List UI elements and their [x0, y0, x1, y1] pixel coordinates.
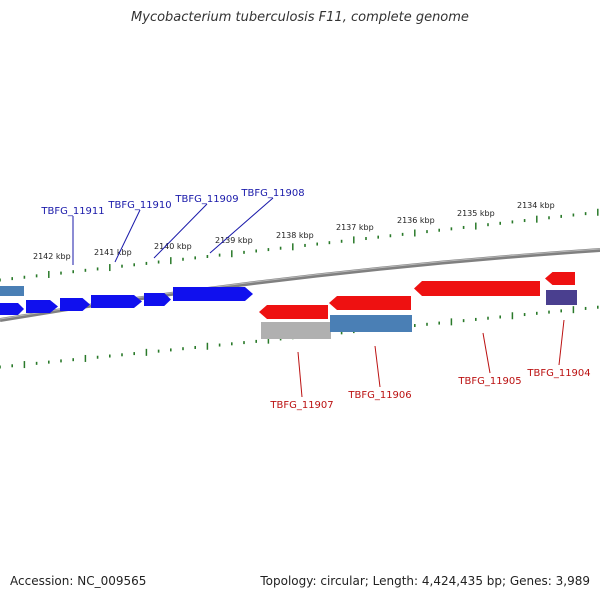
gene-label: TBFG_11904 — [526, 368, 590, 379]
gene-label: TBFG_11911 — [40, 206, 104, 217]
reverse-gene-arrow — [545, 272, 575, 285]
pseudogene-segment — [330, 315, 412, 332]
gene-label: TBFG_11907 — [269, 400, 333, 411]
forward-gene-arrow — [0, 303, 24, 315]
reverse-gene-arrow — [414, 281, 540, 296]
map-title: Mycobacterium tuberculosis F11, complete… — [131, 10, 469, 25]
gene-label: TBFG_11910 — [107, 200, 171, 211]
position-tick-label: 2134 kbp — [517, 201, 555, 210]
gene-label: TBFG_11908 — [240, 188, 304, 199]
position-tick-label: 2137 kbp — [336, 223, 374, 232]
gene-label: TBFG_11906 — [347, 390, 411, 401]
forward-gene-arrow — [91, 295, 142, 308]
reverse-gene-arrow — [329, 296, 411, 310]
forward-gene-arrow — [144, 293, 171, 306]
position-tick-label: 2135 kbp — [457, 209, 495, 218]
gene-leader-line — [114, 209, 141, 263]
pseudogene-segment — [546, 290, 577, 305]
position-tick-label: 2140 kbp — [154, 242, 192, 251]
gene-leader-line — [374, 345, 381, 388]
gene-leader-line — [297, 351, 303, 398]
position-tick-label: 2141 kbp — [94, 248, 132, 257]
gene-track — [0, 272, 577, 339]
gene-label-group: TBFG_11911TBFG_11910TBFG_11909TBFG_11908… — [40, 188, 590, 411]
position-tick-label: 2136 kbp — [397, 216, 435, 225]
tick-label-group: 2142 kbp 2141 kbp 2140 kbp 2139 kbp 2138 kbp… — [33, 201, 555, 261]
forward-gene-arrow — [26, 300, 58, 313]
gene-leader-line — [153, 203, 208, 259]
accession-text: Accession: NC_009565 — [10, 574, 147, 588]
forward-gene-arrow — [60, 298, 90, 311]
position-tick-label: 2138 kbp — [276, 231, 314, 240]
gene-label: TBFG_11909 — [174, 194, 238, 205]
forward-gene-fragment — [0, 286, 24, 296]
outer-tick-track — [0, 208, 599, 282]
reverse-gene-arrow — [259, 305, 328, 319]
gene-leader-line — [209, 197, 274, 254]
gene-leader-line — [558, 319, 565, 366]
pseudogene-segment — [261, 322, 331, 339]
position-tick-label: 2142 kbp — [33, 252, 71, 261]
position-tick-label: 2139 kbp — [215, 236, 253, 245]
genome-summary-text: Topology: circular; Length: 4,424,435 bp… — [260, 574, 590, 588]
gene-label: TBFG_11905 — [457, 376, 521, 387]
gene-leader-line — [482, 332, 491, 374]
forward-gene-arrow — [173, 287, 253, 301]
